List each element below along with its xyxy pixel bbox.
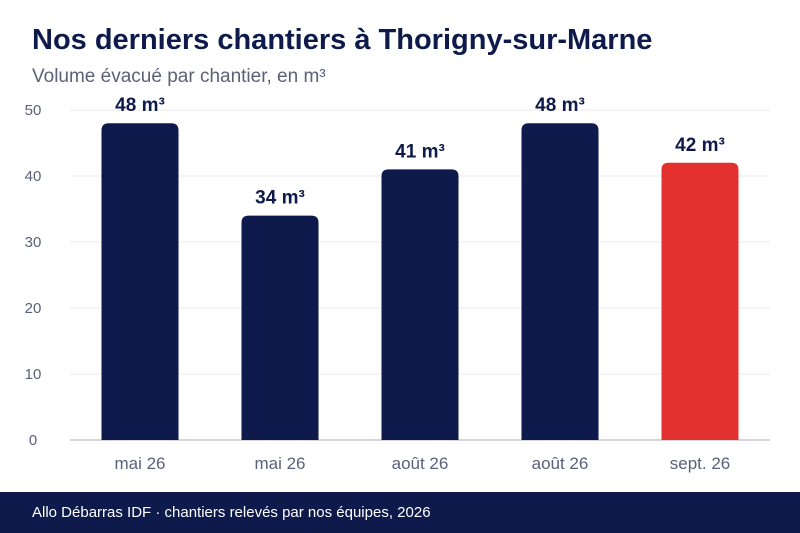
y-tick-label: 40 bbox=[25, 168, 42, 185]
bar-value-label: 42 m³ bbox=[675, 135, 725, 156]
footer-bar: Allo Débarras IDF · chantiers relevés pa… bbox=[0, 492, 800, 533]
x-tick-label: sept. 26 bbox=[670, 454, 731, 473]
bar bbox=[101, 123, 179, 440]
bar bbox=[241, 215, 319, 440]
y-tick-label: 20 bbox=[25, 300, 42, 317]
bar bbox=[661, 162, 739, 441]
x-tick-label: août 26 bbox=[392, 454, 449, 473]
bar-value-label: 41 m³ bbox=[395, 141, 445, 162]
x-tick-label: mai 26 bbox=[254, 454, 305, 473]
y-tick-label: 30 bbox=[25, 234, 42, 251]
bar bbox=[521, 123, 599, 440]
x-tick-label: mai 26 bbox=[114, 454, 165, 473]
y-tick-label: 0 bbox=[29, 432, 37, 449]
bar-value-label: 48 m³ bbox=[115, 95, 165, 116]
y-tick-label: 50 bbox=[25, 102, 42, 119]
bar-chart: 0 10 20 30 40 50 48 m³ mai 26 34 m³ mai 26 41 m³ ao… bbox=[25, 95, 770, 473]
chart-subtitle: Volume évacué par chantier, en m³ bbox=[32, 66, 326, 87]
bar-value-label: 34 m³ bbox=[255, 188, 305, 209]
bar-value-label: 48 m³ bbox=[535, 95, 585, 116]
bar bbox=[381, 169, 459, 440]
y-tick-label: 10 bbox=[25, 366, 42, 383]
x-tick-label: août 26 bbox=[532, 454, 589, 473]
chart-title: Nos derniers chantiers à Thorigny-sur-Ma… bbox=[32, 24, 653, 56]
footer-source: Allo Débarras IDF · chantiers relevés pa… bbox=[32, 504, 431, 521]
